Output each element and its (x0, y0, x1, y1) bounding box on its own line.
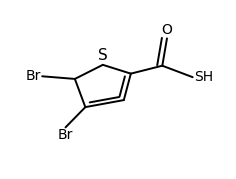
Text: O: O (161, 23, 173, 37)
Text: Br: Br (58, 128, 73, 142)
Text: SH: SH (194, 70, 213, 84)
Text: Br: Br (26, 69, 41, 83)
Text: S: S (98, 48, 108, 63)
